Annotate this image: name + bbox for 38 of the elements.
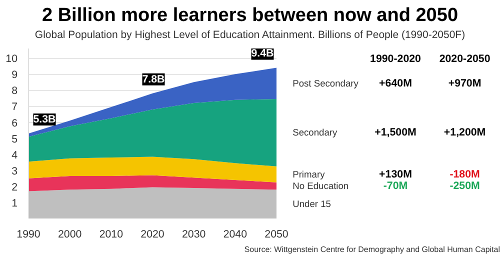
annotation: 5.3B xyxy=(33,114,56,126)
y-tick-label: 5 xyxy=(12,133,18,146)
y-tick-label: 8 xyxy=(12,85,18,98)
text: -250M xyxy=(450,180,480,192)
series-label: Under 15 xyxy=(292,199,331,210)
text: +1,500M xyxy=(374,126,417,139)
y-tick-label: 7 xyxy=(12,101,18,114)
y-tick-label: 6 xyxy=(12,117,18,130)
text: -180M xyxy=(450,168,480,180)
x-tick-label: 2030 xyxy=(182,228,206,240)
text: -70M xyxy=(383,180,408,192)
y-tick-label: 1 xyxy=(12,197,18,210)
x-tick-label: 2010 xyxy=(99,228,124,240)
series-label: Post Secondary xyxy=(292,78,359,88)
annotation: 9.4B xyxy=(251,48,274,60)
chart-subtitle: Global Population by Highest Level of Education Attainment. Billions of People (1990-2050F) xyxy=(34,28,466,43)
text: +130M xyxy=(379,168,412,180)
y-tick-label: 9 xyxy=(12,69,18,82)
series-label: No Education xyxy=(292,181,349,192)
text: +1,200M xyxy=(444,126,486,139)
x-tick-label: 1990 xyxy=(16,228,40,240)
text: +640M xyxy=(379,77,412,90)
series-label: Secondary xyxy=(292,128,338,138)
y-tick-label: 10 xyxy=(6,53,18,66)
chart-title: 2 Billion more learners between now and 2050 xyxy=(42,4,458,28)
text: 2020-2050 xyxy=(439,53,490,66)
series-label: Primary xyxy=(292,169,326,180)
x-tick-label: 2050 xyxy=(264,228,288,240)
text: 1990-2020 xyxy=(370,53,422,66)
x-tick-label: 2040 xyxy=(223,228,248,240)
y-tick-label: 4 xyxy=(12,149,18,162)
text: +970M xyxy=(448,77,482,90)
source-note: Source: Wittgenstein Centre for Demography and Global Human Capital xyxy=(244,244,500,256)
x-tick-label: 2000 xyxy=(58,228,82,240)
annotation: 7.8B xyxy=(142,73,166,86)
y-tick-label: 3 xyxy=(12,165,18,178)
y-tick-label: 2 xyxy=(12,181,18,194)
x-tick-label: 2020 xyxy=(140,228,164,240)
